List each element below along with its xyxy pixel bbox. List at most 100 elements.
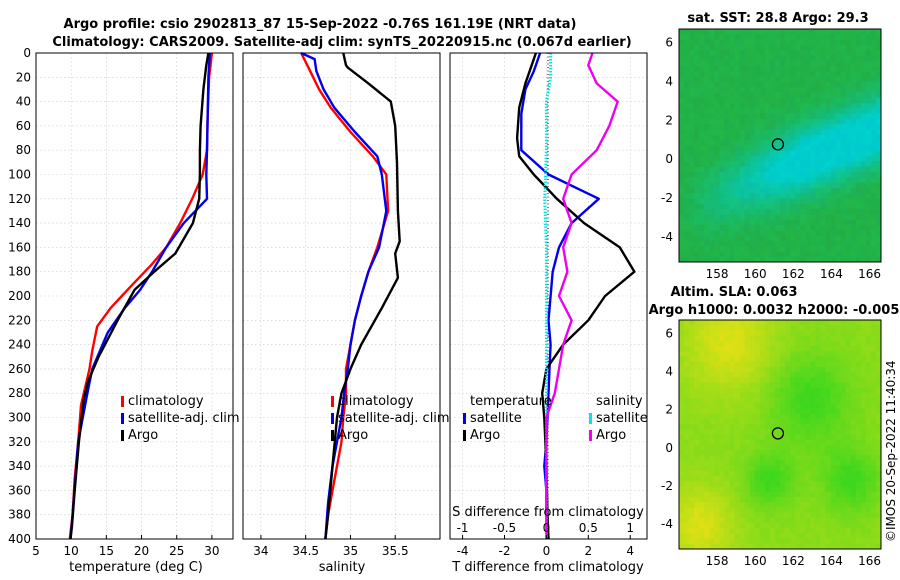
heat-cell: [800, 335, 806, 342]
heat-cell: [684, 177, 690, 183]
heat-cell: [729, 528, 735, 534]
heat-cell: [729, 325, 735, 331]
heat-cell: [719, 320, 725, 326]
heat-cell: [704, 113, 710, 120]
heat-cell: [769, 187, 776, 194]
heat-cell: [684, 522, 690, 529]
heat-cell: [759, 502, 766, 508]
heat-cell: [870, 450, 877, 456]
heat-cell: [694, 60, 700, 67]
heat-cell: [875, 408, 882, 415]
heat-cell: [855, 251, 862, 258]
heat-cell: [709, 50, 715, 56]
heat-cell: [810, 39, 816, 46]
heat-cell: [875, 538, 882, 545]
heat-cell: [780, 76, 786, 83]
heat-cell: [684, 124, 690, 131]
heat-cell: [774, 182, 781, 189]
heat-cell: [855, 361, 862, 368]
heat-cell: [724, 502, 730, 508]
heat-cell: [744, 39, 751, 46]
heat-cell: [744, 44, 751, 51]
heat-cell: [689, 29, 695, 35]
heat-cell: [684, 392, 690, 399]
heat-cell: [689, 235, 695, 242]
heat-cell: [744, 219, 751, 226]
x-tick-label: 5: [32, 544, 40, 558]
heat-cell: [815, 460, 821, 467]
heat-cell: [739, 193, 746, 199]
heat-cell: [709, 97, 715, 104]
heat-cell: [790, 60, 796, 67]
heat-cell: [785, 522, 791, 529]
heat-cell: [704, 44, 710, 51]
heat-cell: [850, 235, 857, 242]
heat-cell: [845, 87, 852, 93]
heat-cell: [729, 439, 735, 446]
heat-cell: [795, 325, 801, 331]
heat-cell: [805, 198, 811, 205]
heat-cell: [835, 325, 841, 331]
heat-cell: [709, 119, 715, 125]
heat-cell: [774, 124, 781, 131]
heat-cell: [769, 387, 776, 394]
heat-cell: [845, 320, 852, 326]
heat-cell: [744, 240, 751, 247]
heat-cell: [800, 124, 806, 131]
heat-cell: [825, 240, 831, 247]
heat-cell: [729, 55, 735, 62]
heat-cell: [825, 366, 831, 373]
heat-cell: [689, 219, 695, 226]
heat-cell: [714, 60, 720, 67]
heat-cell: [769, 330, 776, 337]
heat-cell: [749, 29, 756, 35]
lat-tick-label: 6: [665, 326, 673, 340]
heat-cell: [850, 543, 857, 550]
heat-cell: [810, 424, 816, 430]
heat-cell: [709, 450, 715, 456]
heat-cell: [709, 171, 715, 178]
heat-cell: [855, 235, 862, 242]
heat-cell: [790, 140, 796, 146]
heat-cell: [679, 481, 685, 487]
heat-cell: [850, 507, 857, 513]
heat-cell: [734, 145, 740, 152]
heat-cell: [870, 543, 877, 550]
heat-cell: [820, 198, 826, 205]
heat-cell: [734, 108, 740, 115]
heat-cell: [825, 398, 831, 404]
heat-cell: [704, 377, 710, 383]
heat-cell: [764, 538, 771, 545]
heat-cell: [780, 351, 786, 357]
heat-cell: [714, 187, 720, 194]
heat-cell: [759, 429, 766, 435]
heat-cell: [800, 246, 806, 252]
heat-cell: [825, 476, 831, 482]
heat-cell: [739, 34, 746, 40]
heat-cell: [865, 246, 872, 252]
heat-cell: [810, 481, 816, 487]
heat-cell: [709, 408, 715, 415]
heat-cell: [714, 512, 720, 519]
heat-cell: [800, 470, 806, 477]
heat-cell: [739, 356, 746, 363]
heat-cell: [724, 246, 730, 252]
heat-cell: [865, 55, 872, 62]
heat-cell: [790, 224, 796, 231]
heat-cell: [805, 460, 811, 467]
heat-cell: [865, 481, 872, 487]
heat-cell: [759, 193, 766, 199]
heat-cell: [764, 124, 771, 131]
heat-cell: [815, 543, 821, 550]
heat-cell: [870, 177, 877, 183]
heat-cell: [835, 66, 841, 72]
heat-cell: [805, 533, 811, 539]
heat-cell: [870, 214, 877, 221]
heat-cell: [830, 434, 836, 441]
heat-cell: [699, 235, 705, 242]
heat-cell: [850, 256, 857, 263]
heat-cell: [840, 465, 847, 472]
heat-cell: [830, 455, 836, 461]
heat-cell: [704, 356, 710, 363]
heat-cell: [835, 187, 841, 194]
